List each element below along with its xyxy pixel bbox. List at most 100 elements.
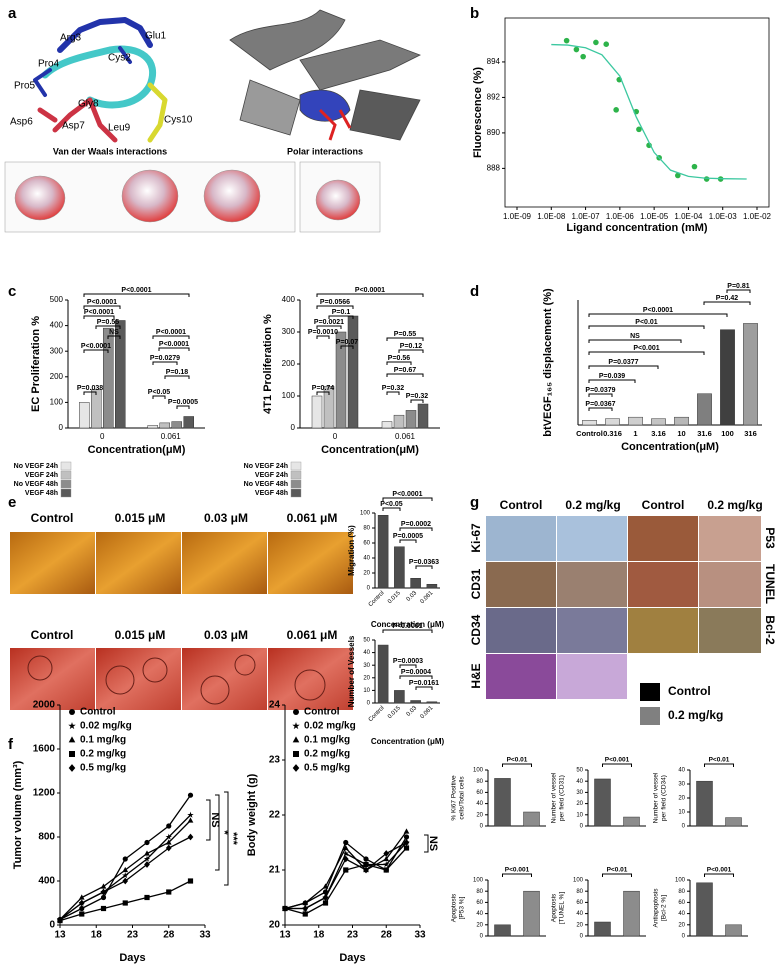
image-label: Control [31,511,74,525]
y-tick-label: 40 [363,556,370,562]
significance-bracket [398,349,424,353]
image-label: 0.03 μM [204,511,248,525]
y-tick-label: 20 [576,922,583,928]
data-point [302,899,309,906]
y-tick-label: 10 [363,688,370,694]
chart: 0 100 200 300 400 4T1 Proliferation % Concentr… [244,287,440,498]
x-tick-label: 31.6 [697,429,712,438]
chart: 0 10 20 30 40 Number of vessel per field (CD34… [653,757,748,830]
residue-label: Gly8 [78,99,99,110]
row-label: Bcl-2 [763,615,777,645]
bar [426,701,438,704]
data-point [403,828,410,834]
significance-bracket [83,349,109,353]
chart: 0 100 200 300 400 500 EC Proliferation % Concen… [14,287,205,498]
data-point [122,866,129,873]
significance-bracket [164,375,190,379]
legend-swatch [640,683,660,701]
migration-image [182,532,267,594]
y-axis-label: Migration (%) [347,525,356,576]
legend-marker [293,751,299,757]
legend-label: No VEGF 48h [244,481,288,488]
significance-label: P<0.01 [607,867,628,874]
significance-bracket [502,763,532,767]
legend-label: 0.2 mg/kg [80,749,126,760]
y-tick-label: 1200 [33,788,56,799]
significance-label: P=0.0005 [168,399,198,406]
significance-bracket [502,873,532,877]
data-point [165,833,172,840]
significance-label: P<0.0001 [84,309,114,316]
data-point [100,894,107,901]
ribbon [229,9,346,71]
residue-label: Asp7 [62,121,85,132]
y-tick-label: 400 [38,876,55,887]
significance-label: P=0.74 [312,385,334,392]
significance-bracket [602,763,632,767]
significance-bracket [206,799,211,841]
significance-label: P=0.0010 [308,329,338,336]
legend-marker [68,736,76,743]
x-tick-label: 28 [163,930,175,941]
y-axis-label: [Bcl-2 %] [661,895,668,921]
y-tick-label: 0 [49,920,55,931]
data-point [79,911,85,917]
data-point [691,163,698,170]
tissue-image [557,516,627,561]
data-point [144,861,150,868]
residue-label: Leu9 [108,123,131,134]
ring [200,675,230,705]
significance-bracket [316,335,330,339]
data-point [363,861,369,868]
chart: 0 10 20 30 40 50 Number of Vessels Concentratio… [347,623,444,746]
x-axis-label: Days [119,952,145,964]
significance-label: P<0.0001 [159,341,189,348]
y-tick-label: 300 [50,346,64,355]
bar [335,331,347,429]
significance-label: P=0.1 [332,309,351,316]
y-tick-label: 40 [576,911,583,917]
data-point [613,107,619,113]
bar [697,393,712,426]
y-tick-label: 80 [476,889,483,895]
tissue-image [628,562,698,607]
x-tick-label: 100 [721,429,734,438]
data-point [187,878,194,884]
significance-label: NS [427,836,439,851]
significance-bracket [602,873,632,877]
significance-bracket [176,405,190,409]
data-point [187,817,194,823]
tissue-image [628,516,698,561]
y-tick-label: 80 [363,526,370,532]
legend-label: No VEGF 24h [244,463,288,470]
y-tick-label: 500 [50,295,64,304]
y-tick-label: 40 [363,650,370,656]
x-tick-label: 0 [333,432,338,441]
legend-label: 0.2 mg/kg [668,708,723,722]
interaction-captions: Van der Waals interactions Polar interac… [53,146,363,156]
panel-label: e [8,494,16,511]
bar [696,882,713,937]
column-label: 0.2 mg/kg [707,498,762,512]
x-tick-label: Control [368,705,386,723]
y-tick-label: 0 [291,423,296,432]
row-label: Ki-67 [469,523,483,553]
y-axis-label: Number of vessel [551,772,558,823]
bar [183,416,194,429]
y-tick-label: 60 [363,541,370,547]
significance-label: P=0.55 [97,319,119,326]
x-tick-label: 0.061 [420,590,435,605]
bar [91,389,102,429]
data-point [302,905,309,912]
y-tick-label: 60 [476,900,483,906]
legend-swatch [290,470,302,480]
significance-bracket [588,325,705,329]
column-label: Control [500,498,543,512]
legend-label: Control [304,707,340,718]
significance-label: P<0.0001 [392,623,422,630]
tissue-image [486,608,556,653]
data-point [636,126,642,133]
x-tick-label: Control [576,429,603,438]
data-point [403,845,410,851]
